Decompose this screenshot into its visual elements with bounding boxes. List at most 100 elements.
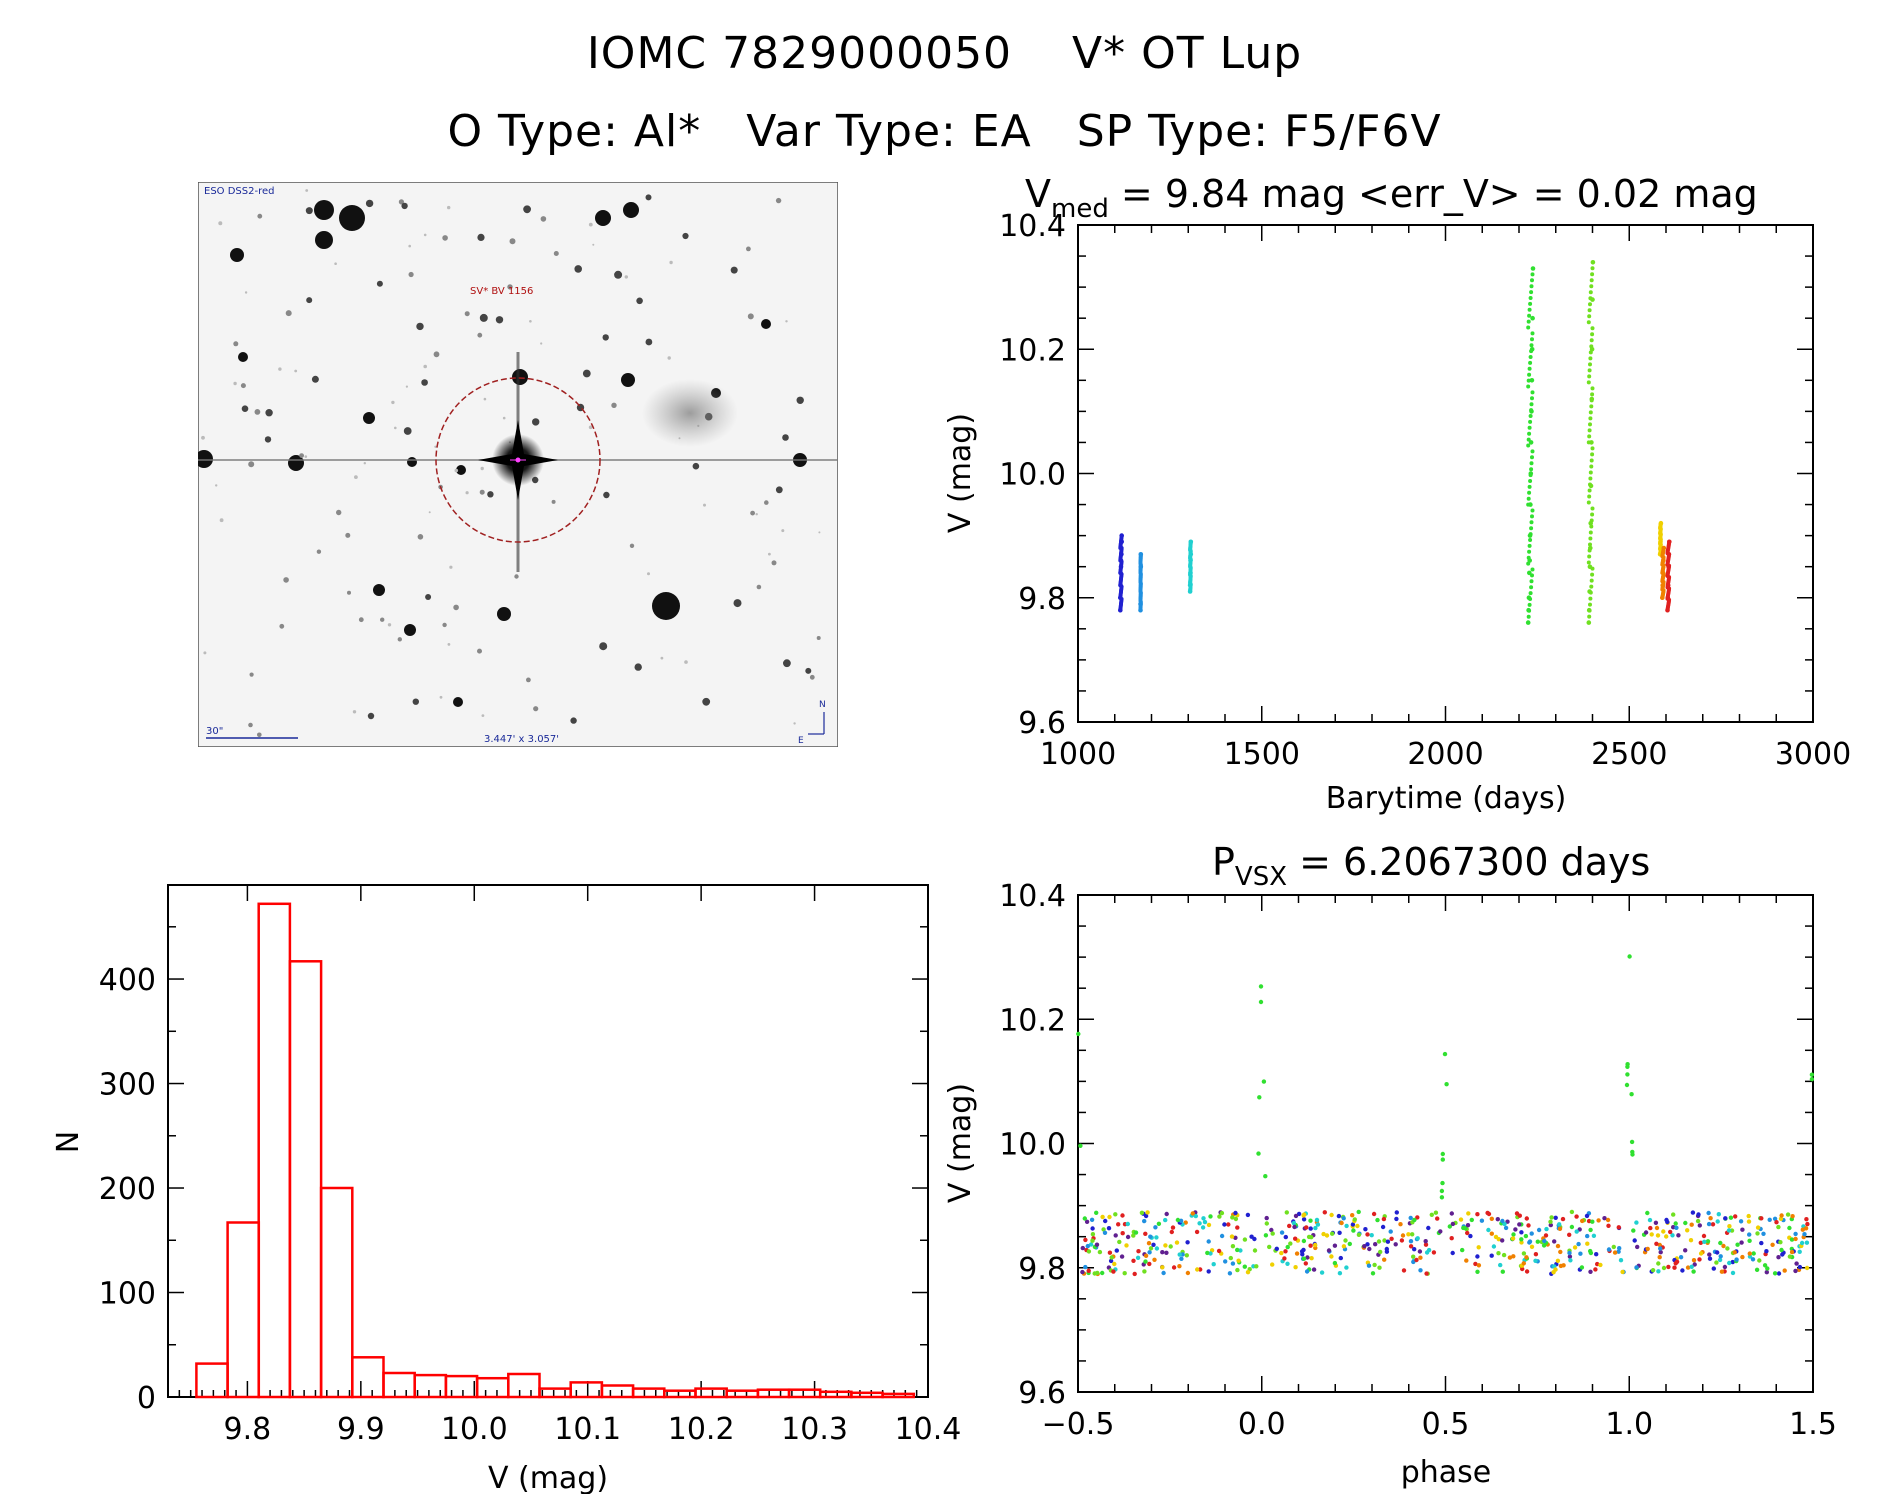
light-curve-point	[1590, 452, 1595, 457]
phased-point	[1086, 1268, 1091, 1274]
phased-point	[1746, 1213, 1751, 1219]
phased-point	[1721, 1243, 1726, 1249]
phased-point	[1533, 1258, 1538, 1264]
histogram-bar	[382, 1371, 416, 1399]
light-curve-point	[1586, 320, 1591, 325]
faint-star	[624, 275, 628, 279]
light-curve-point	[1118, 579, 1123, 584]
phased-point	[1475, 1212, 1480, 1217]
phased-point	[1740, 1227, 1745, 1232]
phased-point	[1113, 1233, 1118, 1238]
phased-point	[1082, 1216, 1088, 1221]
faint-star	[347, 590, 351, 595]
light-curve-point	[1666, 593, 1670, 598]
light-curve-point	[1590, 266, 1595, 271]
phased-point	[1797, 1264, 1803, 1270]
phased-point	[1606, 1247, 1612, 1252]
faint-star	[367, 712, 375, 720]
phased-point	[1283, 1234, 1289, 1240]
target-circle	[435, 377, 601, 543]
faint-star	[240, 383, 246, 389]
phased-point	[1400, 1233, 1406, 1238]
faint-star	[439, 695, 443, 699]
light-curve-point	[1660, 561, 1665, 566]
phased-point	[1107, 1250, 1113, 1255]
phased-point	[1341, 1244, 1347, 1249]
faint-star	[603, 491, 610, 499]
phased-point	[1804, 1240, 1810, 1245]
light-curve-point	[1587, 494, 1592, 499]
phased-point	[1722, 1264, 1728, 1270]
phased-point	[1529, 1244, 1535, 1250]
phased-point	[1146, 1241, 1152, 1246]
phased-point	[1223, 1259, 1228, 1264]
phased-point	[1473, 1261, 1478, 1267]
phased-point	[1385, 1239, 1391, 1244]
phased-point	[1730, 1270, 1736, 1276]
light-curve-point	[1188, 551, 1193, 556]
phased-point	[1412, 1217, 1417, 1223]
phased-point	[1739, 1240, 1744, 1245]
light-curve-point	[1589, 398, 1594, 403]
phased-x-tick-label: 0.0	[1238, 1407, 1286, 1442]
phased-point	[1606, 1223, 1611, 1229]
phased-point	[1706, 1210, 1711, 1216]
phased-point	[1658, 1246, 1663, 1251]
phased-point	[1465, 1230, 1470, 1236]
light-curve-point	[1587, 554, 1592, 559]
light-curve-point	[1588, 542, 1592, 547]
phased-point	[1365, 1232, 1370, 1237]
light-curve-point	[1526, 614, 1531, 619]
phased-point	[1356, 1232, 1362, 1238]
phased-point	[1100, 1214, 1105, 1220]
phased-point	[1511, 1254, 1516, 1259]
phased-point	[1625, 1062, 1630, 1067]
light-curve-point	[1588, 422, 1592, 427]
star-name: V* OT Lup	[1072, 28, 1303, 79]
phased-point	[1365, 1242, 1370, 1247]
light-curve-point	[1588, 530, 1593, 535]
phased-point	[1313, 1242, 1318, 1248]
phased-point	[1120, 1213, 1125, 1218]
light-curve-point	[1660, 554, 1665, 559]
light-curve-point	[1588, 362, 1592, 367]
faint-star	[408, 244, 411, 248]
phased-point	[1326, 1248, 1332, 1253]
phased-point	[1730, 1259, 1735, 1265]
histogram-bar	[413, 1373, 448, 1399]
faint-star	[279, 623, 285, 629]
phased-point	[1401, 1268, 1407, 1273]
light-curve-point	[1587, 434, 1592, 439]
light-curve-point	[1119, 534, 1124, 539]
phased-point	[1678, 1255, 1684, 1260]
phased-point	[1206, 1269, 1211, 1274]
phased-point	[1747, 1251, 1753, 1256]
faint-star	[523, 205, 531, 214]
light-curve-panel: Vmed = 9.84 mag <err_V> = 0.02 mag 1000 1…	[943, 172, 1851, 816]
phased-point	[1090, 1232, 1096, 1237]
faint-star	[669, 260, 673, 265]
faint-star	[634, 663, 642, 671]
light-curve-point	[1119, 539, 1123, 544]
phased-point	[1315, 1222, 1321, 1227]
light-curve-point	[1119, 597, 1124, 601]
light-curve-point	[1138, 578, 1143, 583]
phased-point	[1500, 1218, 1505, 1224]
phased-point	[1759, 1216, 1764, 1221]
phased-point	[1479, 1218, 1485, 1223]
light-curve-point	[1589, 278, 1594, 283]
phased-point	[1776, 1271, 1782, 1276]
phased-x-tick-label: −0.5	[1042, 1407, 1115, 1442]
light-curve-point	[1587, 314, 1592, 319]
faint-star	[233, 341, 239, 347]
phased-point	[1151, 1242, 1156, 1248]
faint-star	[764, 500, 769, 505]
phased-point	[1285, 1261, 1290, 1267]
phased-point	[1410, 1232, 1415, 1237]
faint-star	[283, 577, 289, 583]
faint-star	[264, 436, 272, 443]
faint-star	[365, 199, 374, 208]
phased-point	[1674, 1225, 1679, 1231]
light-curve-point	[1528, 473, 1533, 478]
phased-point	[1229, 1234, 1235, 1239]
